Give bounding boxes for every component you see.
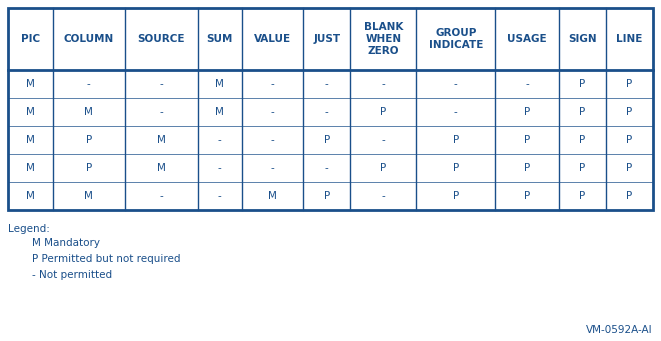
- Text: M: M: [26, 107, 34, 117]
- Text: P: P: [524, 107, 530, 117]
- Text: P: P: [579, 79, 586, 89]
- Text: VALUE: VALUE: [254, 34, 292, 44]
- Text: -: -: [454, 107, 457, 117]
- Text: BLANK
WHEN
ZERO: BLANK WHEN ZERO: [364, 23, 403, 56]
- Text: P: P: [627, 79, 633, 89]
- Text: SUM: SUM: [207, 34, 233, 44]
- Text: -: -: [218, 135, 221, 145]
- Text: P Permitted but not required: P Permitted but not required: [32, 254, 180, 264]
- Text: P: P: [579, 163, 586, 173]
- Text: -: -: [218, 163, 221, 173]
- Text: -: -: [159, 191, 163, 201]
- Text: M: M: [26, 79, 34, 89]
- Text: -: -: [381, 135, 385, 145]
- Text: -: -: [159, 107, 163, 117]
- Text: COLUMN: COLUMN: [63, 34, 114, 44]
- Text: P: P: [524, 191, 530, 201]
- Text: SOURCE: SOURCE: [137, 34, 185, 44]
- Text: -: -: [454, 79, 457, 89]
- Text: P: P: [627, 191, 633, 201]
- Text: P: P: [524, 135, 530, 145]
- Text: P: P: [579, 191, 586, 201]
- Text: -: -: [271, 107, 274, 117]
- Text: USAGE: USAGE: [507, 34, 547, 44]
- Text: Legend:: Legend:: [8, 224, 50, 234]
- Text: P: P: [579, 107, 586, 117]
- Text: M: M: [26, 163, 34, 173]
- Text: -: -: [271, 163, 274, 173]
- Text: P: P: [453, 191, 459, 201]
- Text: P: P: [524, 163, 530, 173]
- Text: P: P: [323, 191, 330, 201]
- Text: M Mandatory: M Mandatory: [32, 238, 100, 248]
- Text: P: P: [627, 135, 633, 145]
- Text: M: M: [85, 191, 93, 201]
- Text: -: -: [525, 79, 529, 89]
- Text: -: -: [381, 191, 385, 201]
- Text: -: -: [325, 79, 329, 89]
- Text: LINE: LINE: [616, 34, 642, 44]
- Text: P: P: [380, 107, 387, 117]
- Text: JUST: JUST: [313, 34, 340, 44]
- Text: -: -: [87, 79, 91, 89]
- Text: M: M: [85, 107, 93, 117]
- Text: P: P: [579, 135, 586, 145]
- Text: P: P: [323, 135, 330, 145]
- Text: M: M: [157, 163, 166, 173]
- Text: -: -: [218, 191, 221, 201]
- Text: -: -: [325, 163, 329, 173]
- Text: SIGN: SIGN: [568, 34, 597, 44]
- Text: P: P: [627, 107, 633, 117]
- Text: P: P: [453, 163, 459, 173]
- Text: M: M: [268, 191, 277, 201]
- Text: -: -: [381, 79, 385, 89]
- Text: M: M: [26, 191, 34, 201]
- Text: M: M: [157, 135, 166, 145]
- Bar: [8, 8, 653, 210]
- Text: -: -: [271, 79, 274, 89]
- Text: - Not permitted: - Not permitted: [32, 270, 112, 280]
- Text: P: P: [627, 163, 633, 173]
- Text: PIC: PIC: [20, 34, 40, 44]
- Text: -: -: [325, 107, 329, 117]
- Text: GROUP
INDICATE: GROUP INDICATE: [428, 28, 483, 50]
- Text: M: M: [215, 107, 224, 117]
- Text: M: M: [215, 79, 224, 89]
- Text: -: -: [159, 79, 163, 89]
- Text: P: P: [86, 135, 92, 145]
- Text: M: M: [26, 135, 34, 145]
- Text: P: P: [380, 163, 387, 173]
- Text: P: P: [453, 135, 459, 145]
- Text: -: -: [271, 135, 274, 145]
- Text: VM-0592A-AI: VM-0592A-AI: [586, 325, 653, 335]
- Text: P: P: [86, 163, 92, 173]
